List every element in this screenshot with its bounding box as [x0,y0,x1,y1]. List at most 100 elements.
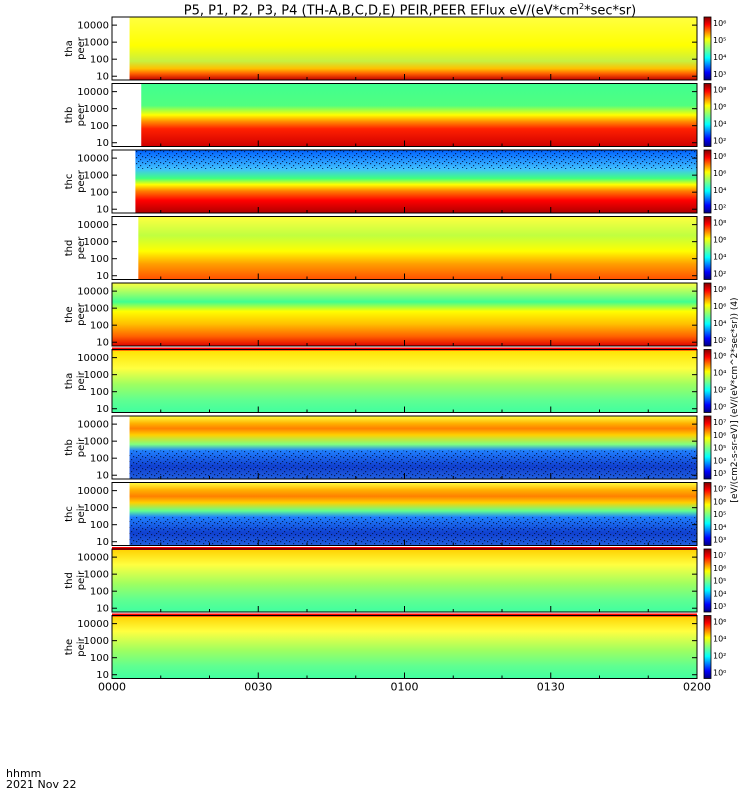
y-tick-label: 1000 [84,237,109,248]
spectrogram-field [138,216,697,280]
colorbar-tick-label: 10⁸ [713,86,726,95]
colorbar-tick-label: 10⁶ [713,564,726,573]
y-tick-label: 100 [90,454,109,465]
colorbar-tick-label: 10⁶ [713,103,726,112]
x-tick-label: 0200 [683,681,711,694]
y-tick-label: 10 [96,138,109,149]
y-axis-title-species: peer [76,236,87,260]
colorbar [703,548,712,613]
y-axis-title-probe: thc [64,174,75,190]
colorbar-tick-label: 10⁶ [713,302,726,311]
y-tick-label: 100 [90,321,109,332]
y-tick-label: 10000 [77,353,109,364]
colorbar-tick-label: 10⁰ [713,403,726,412]
y-axis-title-species: peir [76,370,87,390]
colorbar-tick-label: 10⁸ [713,219,726,228]
colorbar-tick-label: 10² [713,270,726,279]
colorbar-tick-label: 10⁶ [713,236,726,245]
colorbar-tick-label: 10⁶ [713,352,726,361]
colorbar-tick-label: 10⁶ [713,431,726,440]
spectrogram-field [141,83,697,147]
y-tick-label: 10 [96,271,109,282]
colorbar-tick-label: 10⁴ [713,53,726,62]
colorbar-tick-label: 10³ [713,602,726,611]
colorbar-tick-label: 10⁴ [713,253,726,262]
y-axis-title-species: peir [76,503,87,523]
y-tick-label: 10 [96,205,109,216]
colorbar-tick-label: 10⁴ [713,589,726,598]
y-tick-label: 1000 [84,636,109,647]
spectrogram-field [112,549,697,612]
y-tick-label: 1000 [84,570,109,581]
y-tick-label: 10000 [77,21,109,32]
y-axis-title-probe: the [64,306,75,322]
y-tick-label: 100 [90,121,109,132]
y-axis-title-probe: thc [64,506,75,522]
colorbar-tick-label: 10⁷ [713,551,726,560]
y-tick-label: 10 [96,670,109,681]
spectrogram-field [112,615,697,679]
y-axis-title-species: peer [76,302,87,326]
y-tick-label: 1000 [84,304,109,315]
y-tick-label: 10000 [77,420,109,431]
y-tick-label: 10 [96,537,109,548]
colorbar-tick-label: 10⁴ [713,523,726,532]
colorbar [703,415,712,480]
y-axis-title-probe: tha [64,373,75,389]
colorbar-tick-label: 10⁶ [713,19,726,28]
noise-speckle [129,450,698,479]
y-tick-label: 10000 [77,154,109,165]
y-axis-title-probe: thb [64,107,75,124]
colorbar-tick-label: 10² [713,137,726,146]
colorbar-tick-label: 10⁴ [713,369,726,378]
y-tick-label: 100 [90,520,109,531]
y-tick-label: 100 [90,587,109,598]
y-axis-title-species: peer [76,103,87,127]
x-tick-label: 0100 [391,681,419,694]
y-tick-label: 10000 [77,553,109,564]
y-axis-title-probe: thd [64,240,75,257]
colorbar-tick-label: 10⁴ [713,186,726,195]
x-tick-label: 0030 [244,681,272,694]
colorbar-tick-label: 10³ [713,469,726,478]
y-axis-title-species: peer [76,36,87,60]
colorbar-tick-label: 10³ [713,70,726,79]
y-tick-label: 1000 [84,38,109,49]
noise-speckle [129,517,698,546]
colorbar-tick-label: 10⁸ [713,285,726,294]
y-tick-label: 10 [96,72,109,83]
spectrogram-field [112,349,697,413]
y-tick-label: 100 [90,653,109,664]
y-tick-label: 1000 [84,171,109,182]
colorbar-tick-label: 10⁰ [713,669,726,678]
colorbar-tick-label: 10² [713,386,726,395]
y-tick-label: 10000 [77,287,109,298]
colorbar-tick-label: 10⁷ [713,485,726,494]
y-tick-label: 1000 [84,503,109,514]
colorbar [703,482,712,546]
colorbar [703,149,712,214]
colorbar [703,83,712,147]
spectrogram-field [112,283,697,346]
x-tick-label: 0000 [98,681,126,694]
colorbar-tick-label: 10⁴ [713,456,726,465]
y-axis-title-probe: thd [64,572,75,589]
spectrogram-field [129,17,698,80]
y-tick-label: 10000 [77,486,109,497]
colorbar-tick-label: 10⁵ [713,444,726,453]
y-tick-label: 10 [96,471,109,482]
colorbar-tick-label: 10⁷ [713,418,726,427]
y-tick-label: 100 [90,387,109,398]
y-tick-label: 100 [90,254,109,265]
y-axis-title-probe: tha [64,40,75,56]
colorbar-tick-label: 10³ [713,536,726,545]
colorbar-tick-label: 10⁵ [713,36,726,45]
colorbar-title: [eV/(cm2-s-sr-eV)] (eV/(eV*cm^2*sec*sr))… [730,297,740,503]
y-axis-title-species: peer [76,169,87,193]
y-axis-title-probe: thb [64,439,75,456]
noise-speckle [135,150,697,169]
y-tick-label: 1000 [84,370,109,381]
colorbar [703,615,712,679]
y-tick-label: 10 [96,338,109,349]
